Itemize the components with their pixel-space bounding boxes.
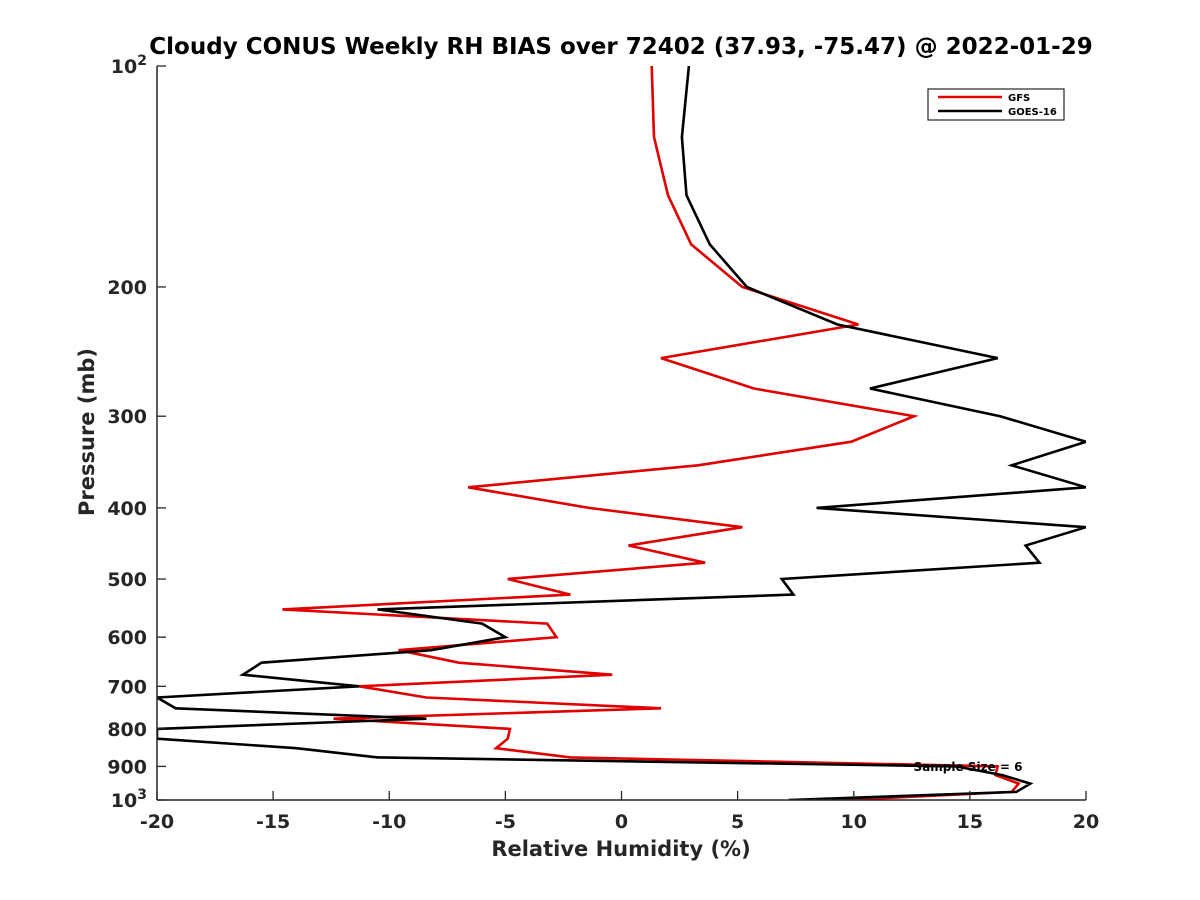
x-tick-label: -10 bbox=[372, 811, 406, 833]
axes bbox=[156, 65, 1087, 801]
sample-size-annotation: Sample Size = 6 bbox=[914, 760, 1023, 774]
x-axis-label: Relative Humidity (%) bbox=[491, 837, 750, 861]
x-tick-label: 15 bbox=[957, 811, 983, 833]
series-line-goes16 bbox=[157, 66, 1086, 800]
tick-labels: -20 -15 -10 -5 0 5 10 15 20 102 200 300 400 500 600 700… bbox=[107, 53, 1099, 833]
y-tick-label: 200 bbox=[107, 277, 147, 299]
x-tick-label: 20 bbox=[1073, 811, 1099, 833]
y-tick-label: 102 bbox=[111, 53, 147, 78]
x-tick-label: -15 bbox=[256, 811, 290, 833]
x-tick-label: 10 bbox=[841, 811, 867, 833]
y-tick-label: 500 bbox=[107, 569, 147, 591]
series-line-gfs bbox=[282, 66, 1021, 800]
y-tick-label: 800 bbox=[107, 719, 147, 741]
x-tick-label: -5 bbox=[495, 811, 516, 833]
y-tick-label: 103 bbox=[111, 787, 147, 812]
x-tick-label: 0 bbox=[615, 811, 628, 833]
chart-title: Cloudy CONUS Weekly RH BIAS over 72402 (… bbox=[149, 34, 1092, 60]
legend-box bbox=[927, 88, 1065, 121]
y-tick-label: 300 bbox=[107, 406, 147, 428]
legend-label-goes16: GOES-16 bbox=[1008, 107, 1057, 118]
y-tick-label: 400 bbox=[107, 498, 147, 520]
legend: GFS GOES-16 bbox=[927, 88, 1065, 121]
y-tick-label: 700 bbox=[107, 676, 147, 698]
legend-label-gfs: GFS bbox=[1008, 93, 1030, 104]
x-tick-label: 5 bbox=[731, 811, 744, 833]
y-axis-label: Pressure (mb) bbox=[75, 348, 99, 516]
plot-lines bbox=[157, 66, 1086, 800]
y-tick-label: 600 bbox=[107, 627, 147, 649]
x-tick-label: -20 bbox=[140, 811, 174, 833]
y-tick-label: 900 bbox=[107, 756, 147, 778]
